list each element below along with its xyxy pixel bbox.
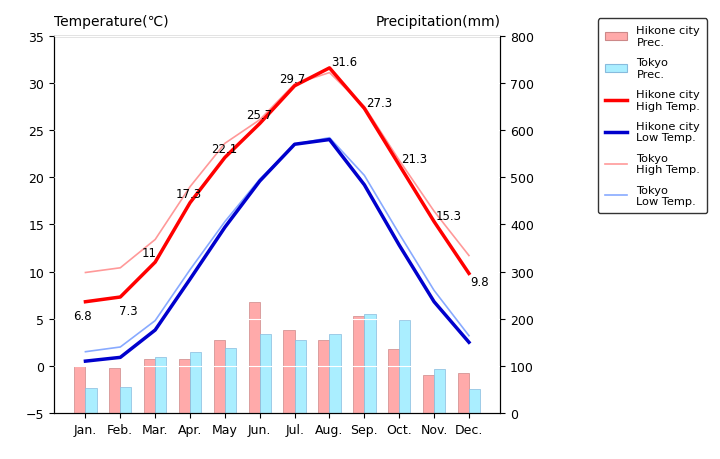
Text: Temperature(℃): Temperature(℃): [54, 15, 168, 29]
Text: 25.7: 25.7: [246, 109, 272, 122]
Bar: [434, 369, 445, 413]
Bar: [248, 302, 260, 413]
Bar: [86, 389, 96, 413]
Text: 27.3: 27.3: [366, 96, 392, 109]
Text: 6.8: 6.8: [73, 309, 92, 322]
Text: 29.7: 29.7: [279, 73, 305, 86]
Bar: [74, 366, 86, 413]
Bar: [260, 334, 271, 413]
Bar: [109, 369, 120, 413]
Bar: [144, 359, 156, 413]
Text: 17.3: 17.3: [176, 188, 202, 201]
Bar: [225, 348, 236, 413]
Bar: [458, 373, 469, 413]
Bar: [423, 375, 434, 413]
Bar: [330, 334, 341, 413]
Bar: [388, 350, 399, 413]
Text: Precipitation(mm): Precipitation(mm): [375, 15, 500, 29]
Text: 15.3: 15.3: [436, 209, 462, 222]
Legend: Hikone city
Prec., Tokyo
Prec., Hikone city
High Temp., Hikone city
Low Temp., T: Hikone city Prec., Tokyo Prec., Hikone c…: [598, 19, 707, 213]
Bar: [318, 340, 330, 413]
Bar: [354, 317, 364, 413]
Bar: [120, 387, 132, 413]
Bar: [190, 352, 201, 413]
Text: 11: 11: [141, 247, 156, 260]
Text: 21.3: 21.3: [401, 153, 427, 166]
Bar: [399, 320, 410, 413]
Bar: [179, 359, 190, 413]
Text: 22.1: 22.1: [211, 142, 237, 156]
Bar: [214, 340, 225, 413]
Text: 31.6: 31.6: [331, 56, 357, 69]
Bar: [284, 331, 294, 413]
Bar: [469, 389, 480, 413]
Bar: [364, 314, 376, 413]
Text: 7.3: 7.3: [119, 304, 138, 317]
Text: 9.8: 9.8: [471, 275, 490, 288]
Bar: [156, 358, 166, 413]
Bar: [294, 341, 306, 413]
